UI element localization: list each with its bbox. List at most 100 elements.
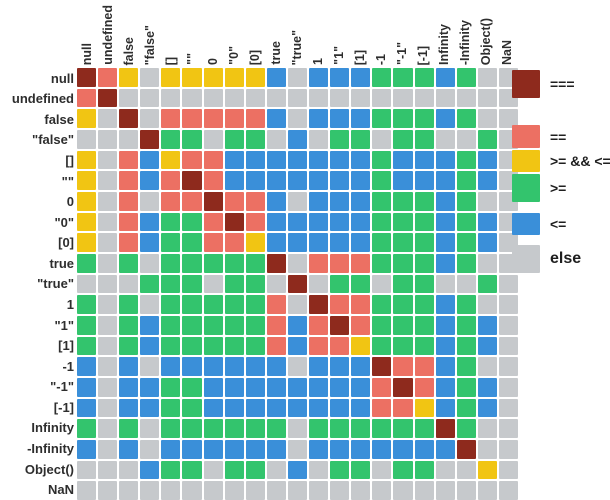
matrix-cell bbox=[435, 336, 455, 356]
matrix-cell bbox=[245, 191, 265, 211]
matrix-cell bbox=[414, 377, 434, 397]
row-label: -Infinity bbox=[27, 441, 74, 457]
matrix-cell bbox=[393, 398, 413, 418]
matrix-cell bbox=[309, 274, 329, 294]
legend-label: else bbox=[550, 250, 582, 267]
matrix-cell bbox=[287, 295, 308, 314]
matrix-cell bbox=[98, 481, 118, 500]
matrix-cell bbox=[435, 419, 455, 438]
matrix-cell bbox=[414, 357, 434, 376]
matrix-cell bbox=[393, 336, 413, 356]
matrix-cell bbox=[287, 88, 308, 108]
matrix-cell bbox=[266, 109, 286, 128]
matrix-cell bbox=[477, 336, 497, 356]
matrix-cell bbox=[435, 253, 455, 273]
matrix-cell bbox=[309, 109, 329, 128]
matrix-cell bbox=[456, 68, 476, 87]
column-header-label: [-1] bbox=[416, 45, 431, 65]
matrix-cell bbox=[182, 191, 202, 211]
matrix-cell bbox=[351, 315, 371, 335]
matrix-cell bbox=[203, 253, 223, 273]
matrix-cell bbox=[414, 150, 434, 170]
matrix-cell bbox=[309, 377, 329, 397]
matrix-cell bbox=[203, 336, 223, 356]
matrix-cell bbox=[330, 109, 350, 128]
matrix-cell bbox=[393, 129, 413, 149]
matrix-cell bbox=[330, 336, 350, 356]
matrix-cell bbox=[77, 419, 97, 438]
legend-label: >= bbox=[550, 180, 567, 196]
matrix-cell bbox=[372, 88, 392, 108]
matrix-cell bbox=[477, 233, 497, 252]
matrix-cell bbox=[456, 295, 476, 314]
matrix-cell bbox=[414, 233, 434, 252]
matrix-cell bbox=[498, 315, 518, 335]
matrix-cell bbox=[266, 212, 286, 232]
matrix-cell bbox=[224, 460, 244, 480]
matrix-cell bbox=[224, 88, 244, 108]
matrix-cell bbox=[182, 398, 202, 418]
row-label: undefined bbox=[11, 91, 74, 107]
matrix-cell bbox=[330, 191, 350, 211]
matrix-cell bbox=[161, 171, 181, 190]
column-header-label: "-1" bbox=[395, 42, 410, 65]
column-header-label: false bbox=[122, 36, 137, 66]
matrix-cell bbox=[182, 295, 202, 314]
matrix-cell bbox=[203, 460, 223, 480]
row-label: "1" bbox=[54, 317, 74, 333]
matrix-cell bbox=[414, 439, 434, 459]
column-header: -Infinity bbox=[455, 0, 476, 65]
matrix-cell bbox=[77, 129, 97, 149]
matrix-cell bbox=[119, 419, 139, 438]
matrix-cell bbox=[224, 439, 244, 459]
matrix-cell bbox=[456, 315, 476, 335]
matrix-cell bbox=[372, 460, 392, 480]
matrix-cell bbox=[224, 336, 244, 356]
matrix-cell bbox=[435, 481, 455, 500]
column-header-label: Infinity bbox=[437, 24, 452, 65]
matrix-cell bbox=[393, 150, 413, 170]
matrix-cell bbox=[266, 191, 286, 211]
matrix-cell bbox=[477, 68, 497, 87]
matrix-cell bbox=[140, 377, 160, 397]
matrix-cell bbox=[140, 109, 160, 128]
matrix-cell bbox=[203, 171, 223, 190]
matrix-cell bbox=[119, 129, 139, 149]
column-header-label: Object() bbox=[479, 17, 494, 65]
matrix-cell bbox=[498, 336, 518, 356]
matrix-cell bbox=[140, 150, 160, 170]
matrix-cell bbox=[435, 460, 455, 480]
matrix-cell bbox=[203, 295, 223, 314]
matrix-cell bbox=[477, 88, 497, 108]
legend-label: === bbox=[550, 76, 575, 92]
legend-swatch-Y bbox=[512, 150, 540, 172]
matrix-cell bbox=[456, 398, 476, 418]
matrix-cell bbox=[309, 419, 329, 438]
matrix-cell bbox=[161, 274, 181, 294]
matrix-cell bbox=[77, 88, 97, 108]
matrix-cell bbox=[330, 233, 350, 252]
matrix-cell bbox=[203, 88, 223, 108]
matrix-cell bbox=[140, 398, 160, 418]
matrix-cell bbox=[498, 419, 518, 438]
matrix-cell bbox=[203, 377, 223, 397]
matrix-cell bbox=[435, 398, 455, 418]
matrix-cell bbox=[266, 357, 286, 376]
matrix-cell bbox=[140, 439, 160, 459]
matrix-cell bbox=[414, 109, 434, 128]
matrix-cell bbox=[477, 419, 497, 438]
row-label: 0 bbox=[66, 194, 74, 210]
matrix-cell bbox=[224, 191, 244, 211]
row-label: "0" bbox=[54, 214, 74, 230]
matrix-cell bbox=[98, 357, 118, 376]
column-header-label: null bbox=[80, 42, 95, 65]
matrix-cell bbox=[119, 233, 139, 252]
matrix-cell bbox=[309, 212, 329, 232]
matrix-cell bbox=[372, 109, 392, 128]
matrix-cell bbox=[140, 191, 160, 211]
matrix-cell bbox=[372, 150, 392, 170]
matrix-cell bbox=[98, 274, 118, 294]
matrix-cell bbox=[203, 481, 223, 500]
row-label: -1 bbox=[62, 358, 74, 374]
legend-swatch-E bbox=[512, 245, 540, 273]
